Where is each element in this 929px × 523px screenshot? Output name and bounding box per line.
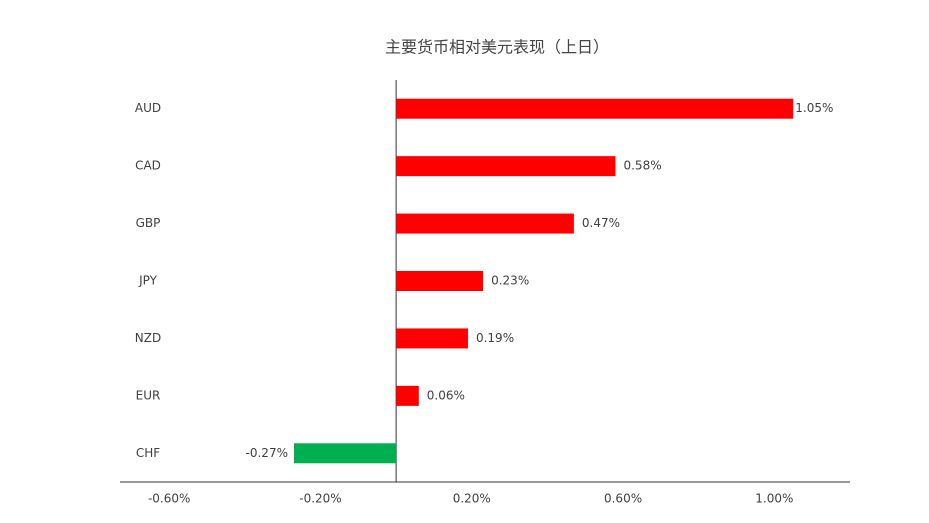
y-tick-label: CAD xyxy=(135,159,161,173)
x-tick-label: 0.60% xyxy=(604,492,642,506)
y-tick-label: CHF xyxy=(136,446,160,460)
x-tick-label: 1.00% xyxy=(755,492,793,506)
y-tick-label: EUR xyxy=(136,388,161,402)
y-tick-label: GBP xyxy=(136,216,161,230)
bar xyxy=(396,156,616,177)
y-tick-label: NZD xyxy=(135,331,161,345)
x-tick-label: 0.20% xyxy=(453,492,491,506)
data-label: 1.05% xyxy=(795,101,833,115)
bar xyxy=(396,328,468,349)
data-label: 0.58% xyxy=(623,159,661,173)
x-tick-label: -0.20% xyxy=(299,492,341,506)
y-tick-label: AUD xyxy=(135,101,161,115)
bar xyxy=(396,385,419,406)
data-label: -0.27% xyxy=(246,446,288,460)
bar xyxy=(396,271,484,291)
data-label: 0.47% xyxy=(582,216,620,230)
data-label: 0.06% xyxy=(427,388,465,402)
x-tick-label: -0.60% xyxy=(148,492,190,506)
y-tick-label: JPY xyxy=(138,274,158,288)
bar xyxy=(396,213,574,234)
data-label: 0.23% xyxy=(491,274,529,288)
bar xyxy=(396,98,794,119)
chart-title: 主要货币相对美元表现（上日） xyxy=(385,38,609,57)
bar xyxy=(293,443,397,464)
data-label: 0.19% xyxy=(476,331,514,345)
